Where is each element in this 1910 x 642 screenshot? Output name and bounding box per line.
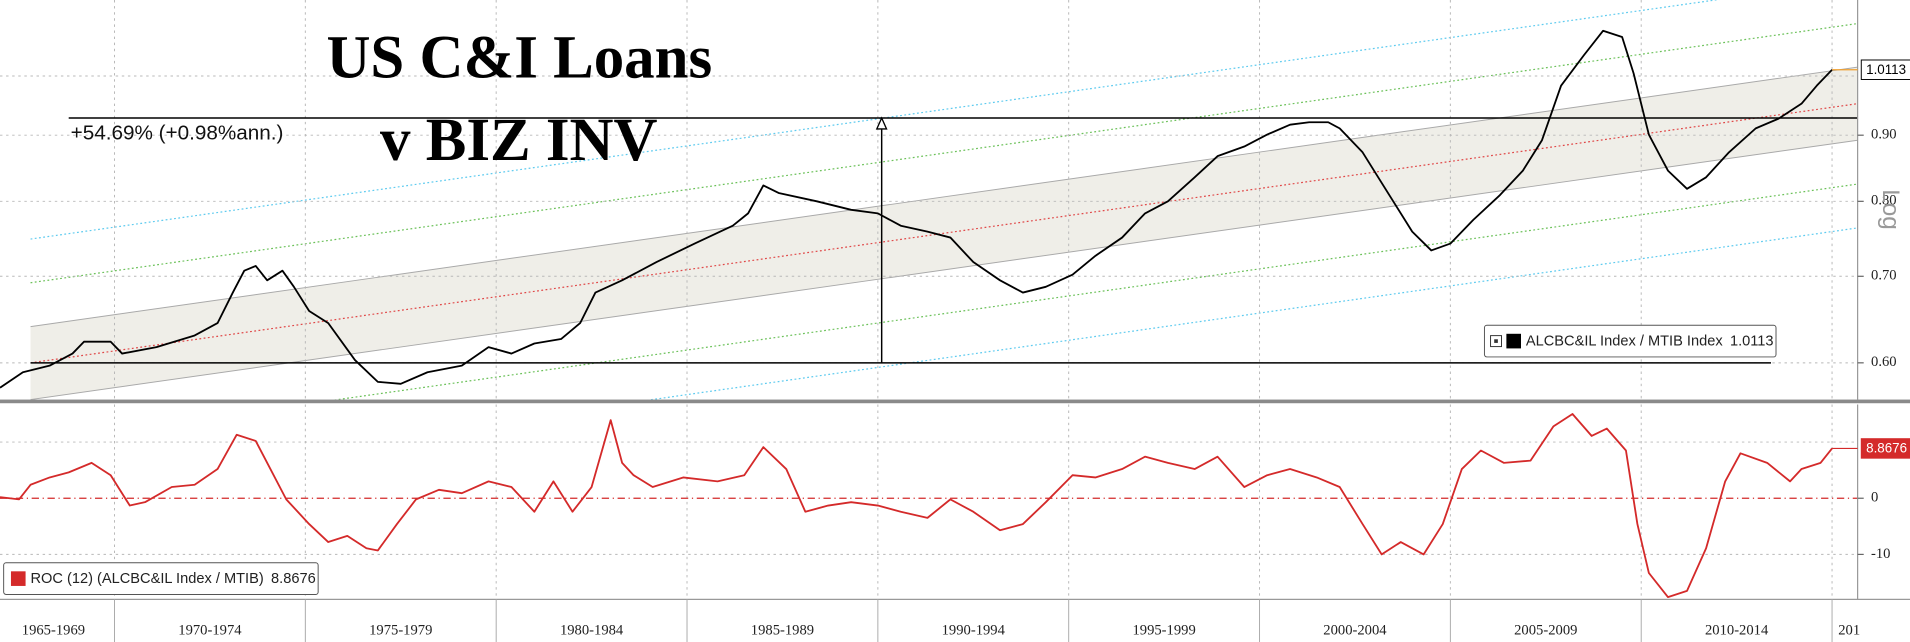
channel-line <box>333 183 1858 400</box>
scale-label: Log <box>1877 189 1904 230</box>
x-tick-label: 1975-1979 <box>369 622 432 638</box>
legend-box <box>1483 324 1777 358</box>
x-tick-label: 1990-1994 <box>942 622 1006 638</box>
x-tick-label: 1995-1999 <box>1132 622 1195 638</box>
legend-icon-dot <box>1494 339 1498 343</box>
legend-text: ROC (12) (ALCBC&IL Index / MTIB) 8.8676 <box>30 571 315 587</box>
legend-icon-frame <box>1490 335 1502 348</box>
legend: ALCBC&IL Index / MTIB Index 1.0113 <box>1483 324 1777 358</box>
y-tick-label: 0.70 <box>1871 268 1897 284</box>
y-tick-label: 0.90 <box>1871 127 1897 143</box>
x-tick-label: 1985-1989 <box>751 622 814 638</box>
x-tick-label: 2000-2004 <box>1323 622 1387 638</box>
panel-separator <box>0 399 1910 404</box>
data-line <box>0 413 1833 599</box>
regression-line <box>30 103 1858 364</box>
legend-value: 8.8676 <box>271 571 316 587</box>
legend-box <box>3 562 319 595</box>
legend-value: 1.0113 <box>1730 334 1774 350</box>
data-line <box>0 29 1833 389</box>
y-tick-label: 0.80 <box>1871 193 1897 209</box>
channel-line <box>30 0 1720 240</box>
x-tick-label: 201 <box>1838 622 1860 638</box>
measure-label: +54.69% (+0.98%ann.) <box>71 121 284 144</box>
channel-line <box>30 22 1858 284</box>
plot-area <box>0 404 1858 600</box>
x-tick-label: 1980-1984 <box>560 622 624 638</box>
x-tick-label: 2005-2009 <box>1514 622 1577 638</box>
x-tick-label: 1970-1974 <box>178 622 242 638</box>
last-value-tag <box>1860 59 1910 80</box>
arrow-head <box>875 116 888 130</box>
last-value-label: 1.0113 <box>1866 62 1906 77</box>
y-tick-label: 0 <box>1871 490 1878 506</box>
legend-swatch <box>1506 333 1521 349</box>
legend-name: ROC (12) (ALCBC&IL Index / MTIB) <box>30 571 263 587</box>
last-value-label: 8.8676 <box>1866 441 1907 456</box>
channel-edge <box>30 139 1858 400</box>
legend-swatch <box>10 571 26 586</box>
x-tick-label: 1965-1969 <box>22 622 85 638</box>
y-tick-label: 0.60 <box>1871 354 1897 370</box>
legend-text: ALCBC&IL Index / MTIB Index 1.0113 <box>1526 334 1774 350</box>
chart-title: US C&I Loans <box>326 24 712 91</box>
chart-title: v BIZ INV <box>380 107 657 174</box>
last-value-tag <box>1860 438 1910 459</box>
x-tick-label: 2010-2014 <box>1705 622 1769 638</box>
y-tick-label: -10 <box>1871 546 1890 562</box>
legend-name: ALCBC&IL Index / MTIB Index <box>1526 334 1723 350</box>
legend: ROC (12) (ALCBC&IL Index / MTIB) 8.8676 <box>3 562 319 595</box>
plot-area <box>0 0 1858 400</box>
